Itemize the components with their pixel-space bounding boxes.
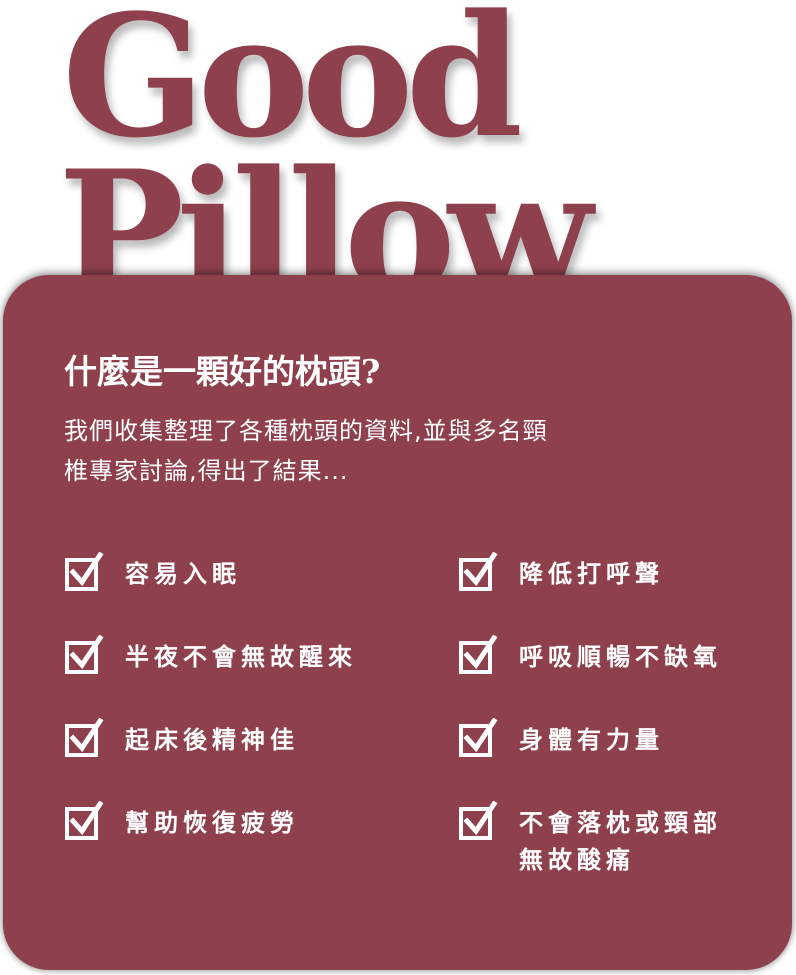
intro-line: 椎專家討論,得出了結果... (64, 457, 349, 485)
intro-line: 我們收集整理了各種枕頭的資料,並與多名頸 (64, 417, 548, 445)
checklist-item: 容易入眠 (64, 552, 241, 592)
card-heading: 什麼是一顆好的枕頭? (64, 352, 381, 391)
checklist-item: 不會落枕或頸部 無故酸痛 (458, 801, 722, 878)
checklist-item: 半夜不會無故醒來 (64, 635, 357, 675)
checklist-item-label: 不會落枕或頸部 (519, 808, 722, 837)
checked-box-icon (64, 635, 104, 675)
checklist-item-label: 容易入眠 (125, 559, 241, 588)
checklist-item-label: 幫助恢復疲勞 (125, 808, 299, 837)
checked-box-icon (458, 635, 498, 675)
card-intro: 我們收集整理了各種枕頭的資料,並與多名頸 椎專家討論,得出了結果... (64, 411, 704, 491)
checklist-item-label: 身體有力量 (519, 725, 664, 754)
checklist-item-label: 半夜不會無故醒來 (125, 642, 357, 671)
checklist-item-label: 起床後精神佳 (125, 725, 299, 754)
checked-box-icon (458, 801, 498, 841)
checklist-item: 起床後精神佳 (64, 718, 299, 758)
title-good: Good (62, 0, 523, 175)
info-card: 什麼是一顆好的枕頭? 我們收集整理了各種枕頭的資料,並與多名頸 椎專家討論,得出… (3, 275, 792, 970)
checklist-item-label: 無故酸痛 (519, 845, 635, 874)
checklist-item: 幫助恢復疲勞 (64, 801, 299, 841)
checklist-item: 呼吸順暢不缺氧 (458, 635, 722, 675)
checklist-item-label: 呼吸順暢不缺氧 (519, 642, 722, 671)
checklist-item-label: 降低打呼聲 (519, 559, 664, 588)
checked-box-icon (458, 718, 498, 758)
checklist-item: 身體有力量 (458, 718, 664, 758)
checked-box-icon (64, 552, 104, 592)
checklist-item: 降低打呼聲 (458, 552, 664, 592)
checked-box-icon (64, 718, 104, 758)
checked-box-icon (64, 801, 104, 841)
checked-box-icon (458, 552, 498, 592)
